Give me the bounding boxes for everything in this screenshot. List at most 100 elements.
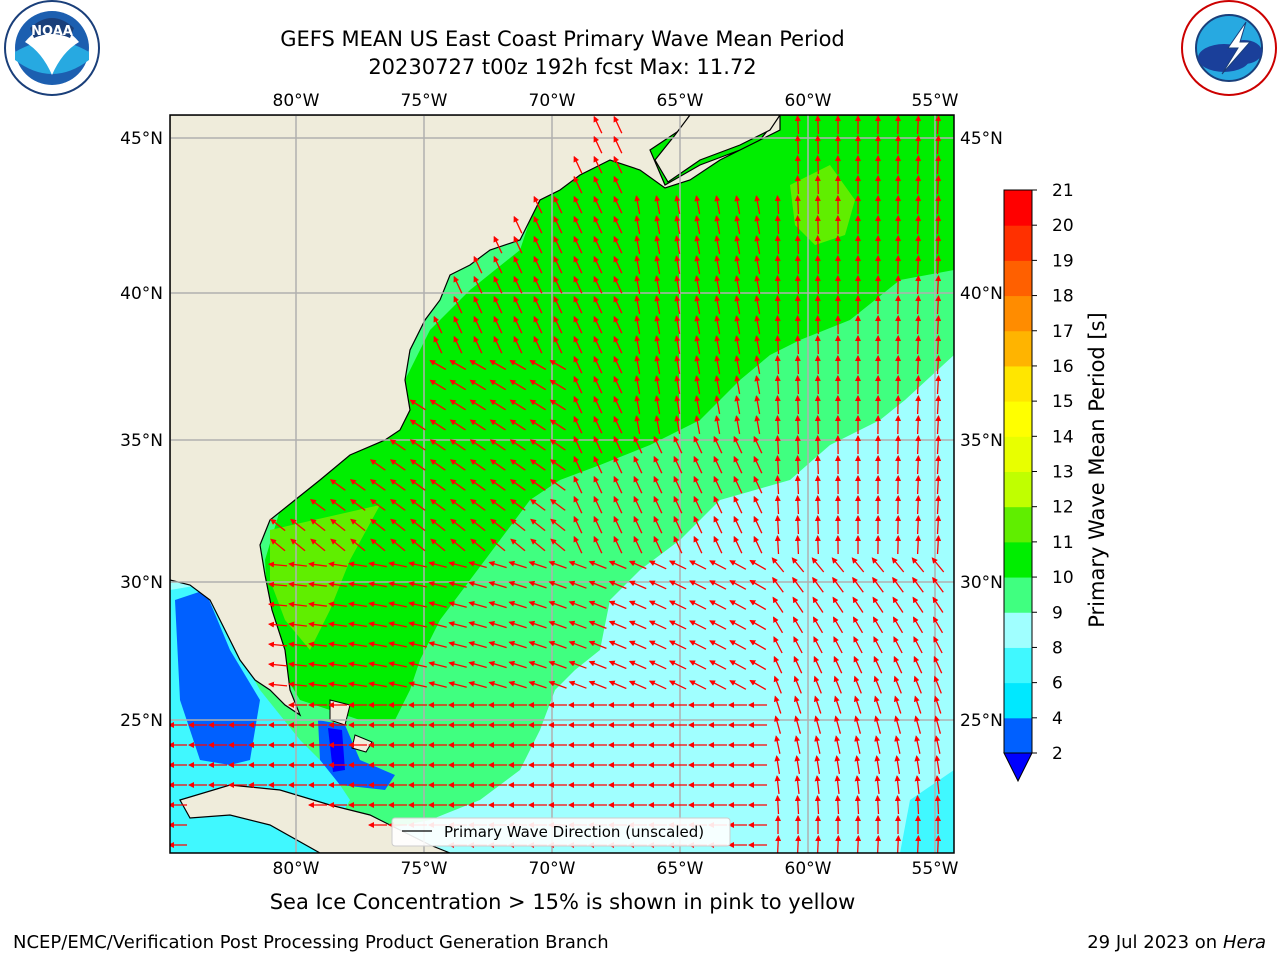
wave-arrow <box>573 195 583 214</box>
wave-arrow <box>573 415 583 434</box>
wave-arrow <box>911 557 925 573</box>
wave-arrow <box>834 775 841 794</box>
wave-arrow <box>773 636 783 654</box>
wave-arrow <box>573 275 583 294</box>
wave-arrow <box>489 359 507 371</box>
wave-arrow <box>428 661 447 668</box>
wave-arrow <box>852 596 864 613</box>
wave-arrow <box>608 680 627 690</box>
wave-arrow <box>628 680 647 690</box>
wave-arrow <box>833 695 842 714</box>
wave-arrow <box>913 636 923 654</box>
wave-arrow <box>634 355 641 375</box>
wave-arrow <box>933 655 943 674</box>
wave-arrow <box>932 596 944 613</box>
wave-arrow <box>549 479 566 491</box>
wave-arrow <box>573 215 583 234</box>
wave-arrow <box>648 580 667 590</box>
wave-arrow <box>935 315 942 335</box>
wave-arrow <box>489 499 506 511</box>
wave-arrow <box>290 518 306 532</box>
wave-arrow <box>328 681 348 688</box>
wave-arrow <box>308 681 327 688</box>
wave-arrow <box>593 155 603 174</box>
wave-arrow <box>634 415 641 435</box>
wave-arrow <box>653 455 663 474</box>
period-patch-2-4-gulf <box>175 590 260 765</box>
wave-arrow <box>328 641 348 648</box>
wave-arrow <box>689 600 707 610</box>
wave-arrow <box>508 580 527 589</box>
wave-arrow <box>529 439 546 451</box>
wave-arrow <box>268 581 288 588</box>
wave-arrow <box>694 315 701 335</box>
wave-arrow <box>408 561 427 568</box>
wave-arrow <box>933 695 942 714</box>
wave-arrow <box>794 335 801 355</box>
wave-arrow <box>794 755 801 775</box>
wave-arrow <box>428 641 447 648</box>
wave-arrow <box>448 641 467 648</box>
wave-arrow <box>408 641 427 648</box>
wave-arrow <box>548 580 567 589</box>
wave-arrow <box>593 115 603 134</box>
wave-arrow <box>310 518 326 532</box>
wave-arrow <box>689 580 707 590</box>
wave-arrow <box>754 195 761 215</box>
wave-arrow <box>528 560 547 569</box>
wave-arrow <box>689 560 707 570</box>
colorbar-segment <box>1004 577 1032 613</box>
wave-arrow <box>593 335 603 354</box>
wave-arrow <box>613 175 623 194</box>
wave-arrow <box>368 661 387 668</box>
wave-arrow <box>613 535 623 554</box>
wave-arrow <box>754 335 761 355</box>
wave-arrow <box>714 395 721 415</box>
wave-arrow <box>329 479 346 491</box>
wave-arrow <box>834 735 841 754</box>
wave-arrow <box>648 620 667 630</box>
wave-arrow <box>654 215 661 235</box>
wave-arrow <box>814 715 822 734</box>
wave-arrow <box>734 275 741 295</box>
wave-arrow <box>791 557 805 573</box>
wave-arrow <box>469 459 486 471</box>
colorbar-segment <box>1004 506 1032 543</box>
wave-arrow <box>350 518 366 532</box>
wave-arrow <box>774 375 781 395</box>
wave-arrow <box>553 235 563 254</box>
wave-arrow <box>613 235 623 254</box>
wave-arrow <box>714 415 721 435</box>
wave-arrow <box>548 640 567 649</box>
wave-arrow <box>429 459 446 471</box>
wave-arrow <box>349 499 366 511</box>
wave-arrow <box>593 435 603 454</box>
colorbar-tick-label: 21 <box>1052 181 1074 201</box>
wave-arrow <box>613 435 623 454</box>
colorbar-tick-label: 16 <box>1052 357 1074 377</box>
wave-arrow <box>573 495 583 514</box>
wave-arrow <box>674 255 681 275</box>
wave-arrow <box>668 660 687 670</box>
colorbar-segment <box>1004 190 1032 226</box>
wave-arrow <box>733 455 743 474</box>
wave-arrow <box>410 518 426 532</box>
wave-arrow <box>734 195 741 215</box>
wave-arrow <box>832 596 844 613</box>
wave-arrow <box>915 335 922 355</box>
wave-arrow <box>674 235 681 255</box>
wave-arrow <box>935 355 942 375</box>
wave-arrow <box>628 600 647 610</box>
wave-arrow <box>613 335 623 354</box>
wave-arrow <box>774 215 781 235</box>
wave-arrow <box>509 459 526 471</box>
footer-credit: NCEP/EMC/Verification Post Processing Pr… <box>13 932 609 953</box>
wave-arrow <box>568 600 587 609</box>
wave-arrow <box>449 479 466 491</box>
wave-arrow <box>593 535 603 554</box>
wave-arrow <box>754 275 761 295</box>
colorbar-tick-label: 17 <box>1052 322 1074 342</box>
wave-arrow <box>654 355 661 375</box>
wave-arrow <box>410 538 426 552</box>
wave-arrow <box>429 399 446 411</box>
